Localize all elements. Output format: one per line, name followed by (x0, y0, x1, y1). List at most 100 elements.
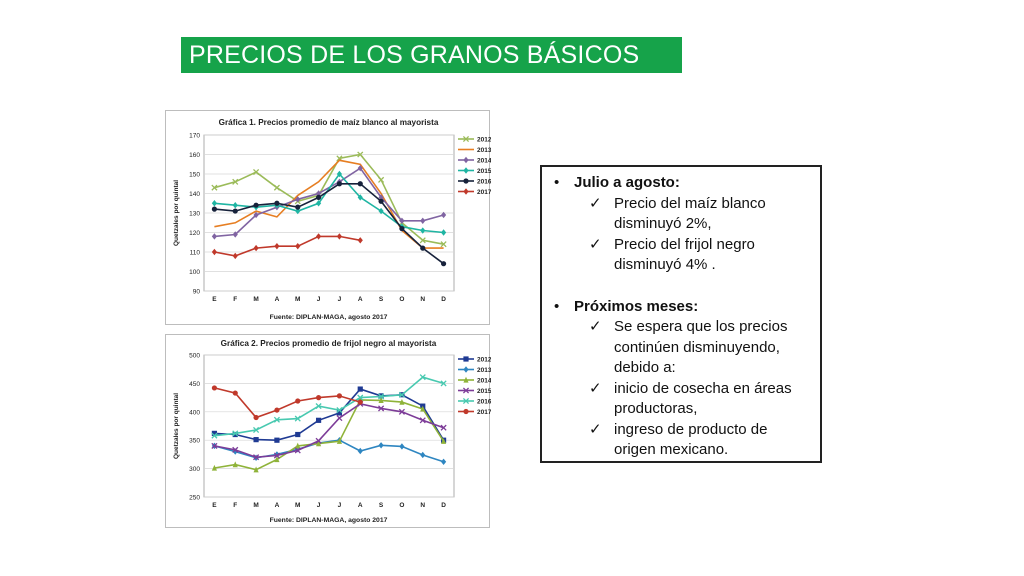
data-point (274, 437, 280, 443)
legend-label: 2012 (477, 357, 491, 364)
section-title: Julio a agosto: (574, 174, 680, 191)
data-point (232, 231, 238, 238)
data-point (232, 431, 238, 438)
x-tick-label: M (253, 296, 258, 303)
data-point (315, 440, 322, 447)
data-point (211, 184, 218, 191)
data-point (274, 407, 280, 413)
y-tick-label: 300 (189, 466, 200, 473)
data-point (463, 408, 469, 415)
data-point (211, 200, 218, 207)
data-point (295, 196, 301, 203)
list-item-text: Precio del maíz blanco disminuyó 2%, (614, 194, 766, 233)
x-tick-label: J (317, 502, 321, 509)
legend-label: 2014 (477, 158, 491, 165)
x-tick-label: S (379, 502, 384, 509)
data-point (232, 448, 238, 455)
data-point (253, 426, 260, 434)
data-point (440, 380, 447, 387)
x-tick-label: J (317, 296, 321, 303)
check-icon: ✓ (589, 235, 602, 253)
section-title: Próximos meses: (574, 297, 699, 315)
data-point (211, 442, 218, 449)
bean-price-chart: Gráfica 2. Precios promedio de frijol ne… (165, 334, 491, 528)
data-point (211, 432, 218, 439)
summary-section-2: • Próximos meses: (554, 297, 810, 318)
data-point (295, 398, 301, 404)
x-tick-label: N (420, 502, 425, 509)
x-tick-label: M (295, 296, 300, 303)
series-line (214, 402, 444, 459)
data-point (463, 376, 469, 383)
data-point (232, 202, 238, 209)
y-tick-label: 450 (189, 381, 200, 388)
data-point (295, 204, 301, 210)
legend-label: 2013 (477, 367, 491, 374)
data-point (463, 188, 469, 195)
data-point (232, 430, 239, 437)
check-icon: ✓ (589, 379, 602, 397)
data-point (463, 156, 469, 164)
x-tick-label: S (379, 296, 384, 303)
data-point (378, 405, 385, 412)
series-line (214, 376, 444, 437)
data-point (295, 207, 301, 215)
data-point (315, 403, 322, 410)
check-icon: ✓ (589, 420, 602, 438)
data-point (462, 397, 470, 405)
data-point (273, 452, 280, 459)
data-point (462, 135, 470, 143)
list-item-text: Precio del frijol negro disminuyó 4% . (614, 235, 755, 274)
data-point (232, 252, 238, 260)
data-point (378, 198, 384, 204)
legend-label: 2015 (477, 388, 491, 395)
y-tick-label: 160 (189, 152, 200, 159)
data-point (378, 397, 384, 404)
list-item: ✓ Se espera que los precios continúen di… (589, 317, 810, 379)
legend-label: 2017 (477, 189, 491, 196)
list-item: ✓ Precio del maíz blanco disminuyó 2%, (589, 194, 810, 235)
data-point (295, 442, 301, 449)
series-line (214, 159, 444, 249)
list-item: ✓ Precio del frijol negro disminuyó 4% . (589, 235, 810, 276)
data-point (357, 447, 363, 455)
data-point (295, 242, 301, 250)
x-tick-label: M (253, 502, 258, 509)
y-axis-label: Quetzales por quintal (173, 393, 180, 459)
data-point (463, 356, 469, 362)
legend-label: 2012 (477, 137, 491, 144)
data-point (232, 178, 239, 185)
data-point (419, 374, 426, 381)
data-point (357, 164, 363, 172)
x-tick-label: J (338, 502, 342, 509)
y-tick-label: 150 (189, 172, 200, 179)
data-point (357, 151, 364, 158)
plot-area (203, 354, 455, 498)
data-point (294, 415, 301, 422)
y-tick-label: 170 (189, 133, 200, 140)
bullet-icon: • (554, 174, 560, 191)
bullet-icon: • (554, 297, 560, 315)
x-tick-label: O (399, 502, 404, 509)
x-tick-label: M (295, 502, 300, 509)
data-point (357, 399, 363, 405)
data-point (357, 237, 363, 244)
summary-box: • Julio a agosto: ✓ Precio del maíz blan… (540, 165, 822, 463)
data-point (463, 167, 469, 174)
data-point (211, 206, 218, 212)
x-tick-label: O (399, 296, 404, 303)
x-tick-label: E (212, 502, 217, 509)
chart-source: Fuente: DIPLAN-MAGA, agosto 2017 (270, 517, 388, 524)
data-point (253, 466, 259, 473)
data-point (440, 211, 447, 219)
data-point (211, 248, 218, 256)
data-point (253, 437, 259, 443)
list-item: ✓ inicio de cosecha en áreas productoras… (589, 379, 810, 420)
legend-label: 2016 (477, 179, 491, 186)
data-point (419, 417, 426, 424)
x-tick-label: E (212, 296, 217, 303)
x-tick-label: F (233, 502, 237, 509)
data-point (336, 393, 343, 399)
y-tick-label: 140 (189, 191, 200, 198)
x-tick-label: D (441, 296, 446, 303)
